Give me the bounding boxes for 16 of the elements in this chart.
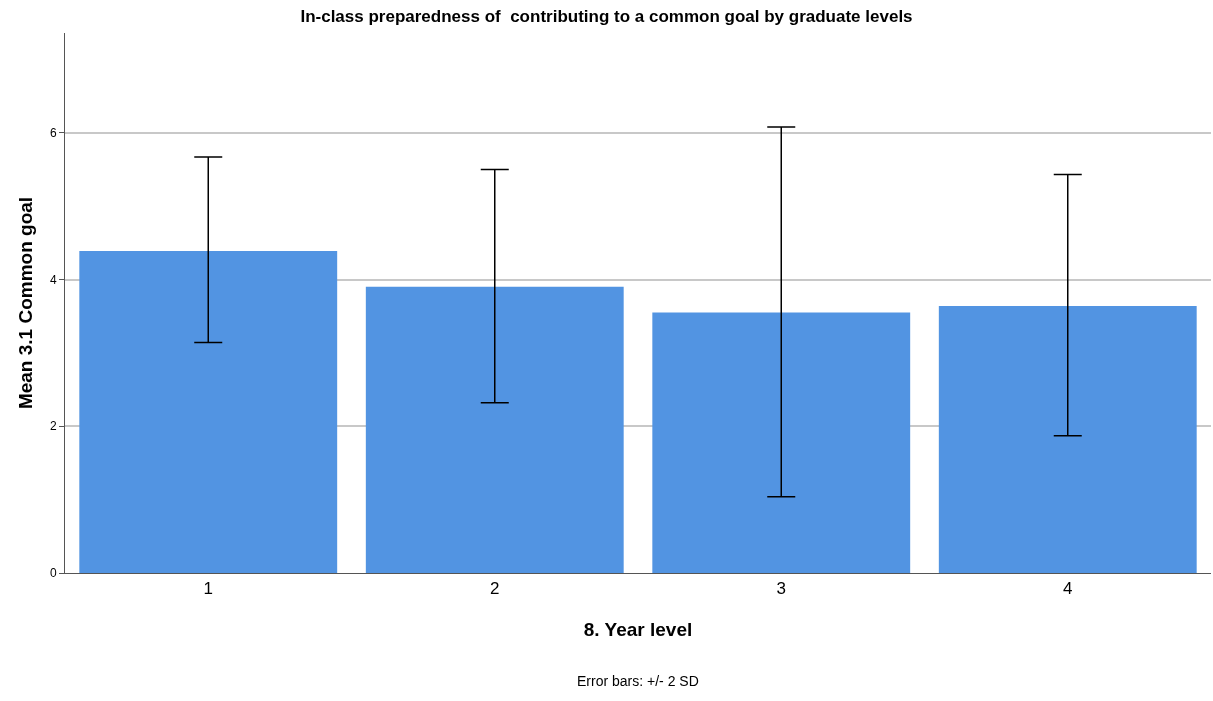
text: Error bars: +/- 2 SD xyxy=(577,673,699,689)
x-axis-title: 8. Year level xyxy=(583,619,693,641)
bar xyxy=(365,286,624,573)
x-tick-label: 1 xyxy=(203,579,213,599)
x-tick-label: 2 xyxy=(490,579,500,599)
y-tick-label: 6 xyxy=(49,125,57,140)
y-tick-label: 4 xyxy=(49,272,57,287)
x-tick-label: 4 xyxy=(1063,579,1073,599)
chart-title: In-class preparedness of contributing to a common goal by graduate levels xyxy=(300,7,913,27)
y-tick-label: 0 xyxy=(49,566,57,581)
y-tick-label: 2 xyxy=(49,419,57,434)
bar xyxy=(938,305,1197,573)
bar xyxy=(652,312,911,573)
bar xyxy=(79,250,338,573)
x-tick-label: 3 xyxy=(776,579,786,599)
y-axis-title: Mean 3.1 Common goal xyxy=(14,196,36,410)
